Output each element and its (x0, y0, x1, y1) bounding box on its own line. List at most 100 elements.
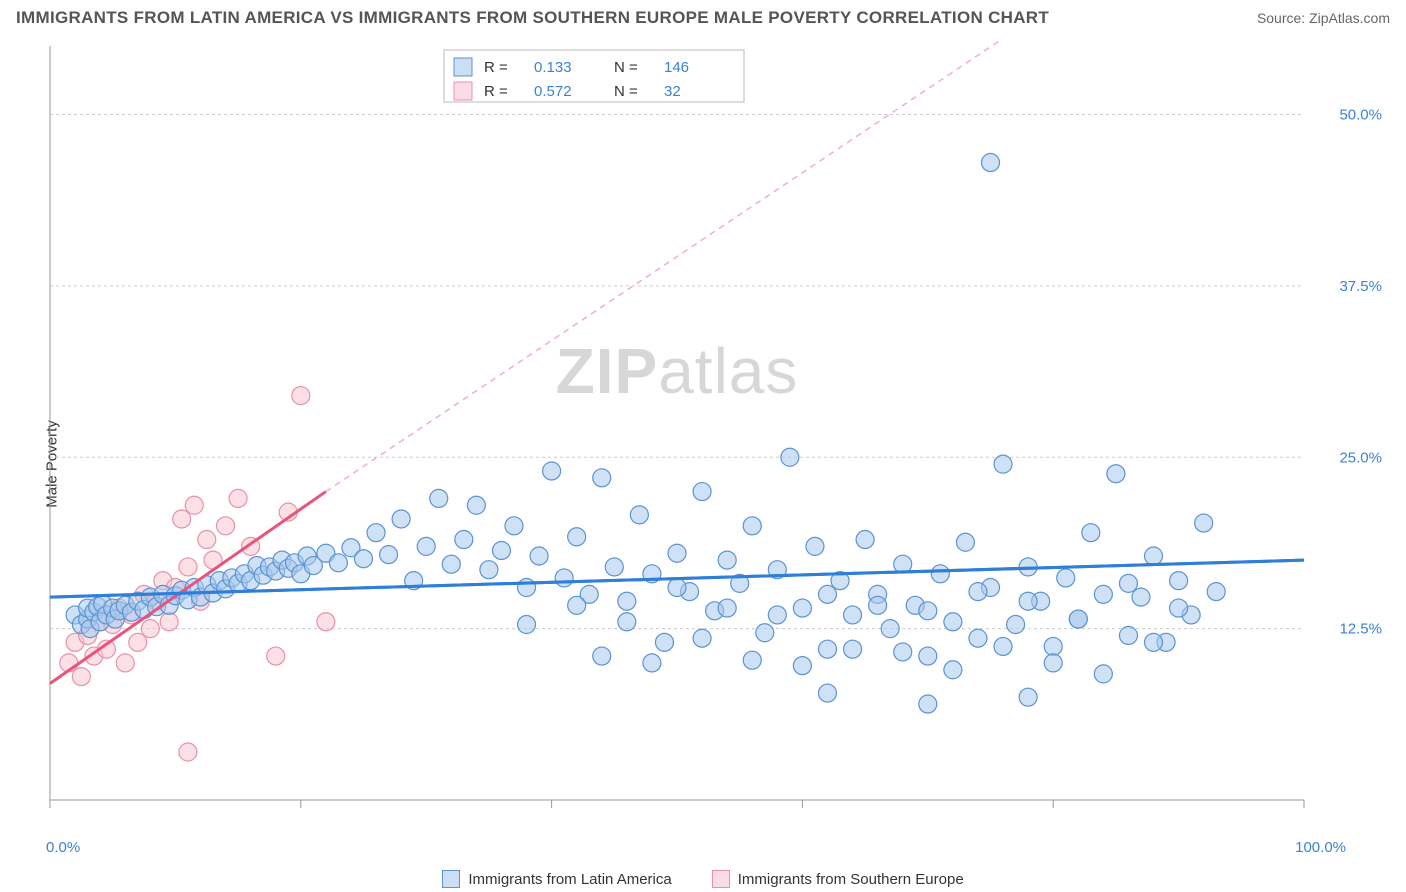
data-point-seurope (116, 654, 134, 672)
data-point-latin (367, 524, 385, 542)
data-point-latin (793, 599, 811, 617)
data-point-latin (1119, 626, 1137, 644)
data-point-seurope (267, 647, 285, 665)
data-point-latin (1145, 547, 1163, 565)
data-point-latin (743, 651, 761, 669)
data-point-latin (643, 654, 661, 672)
data-point-latin (844, 606, 862, 624)
data-point-latin (818, 585, 836, 603)
data-point-latin (818, 684, 836, 702)
data-point-latin (467, 496, 485, 514)
watermark: ZIPatlas (556, 335, 799, 407)
data-point-latin (994, 455, 1012, 473)
data-point-seurope (72, 668, 90, 686)
data-point-latin (1057, 569, 1075, 587)
data-point-latin (919, 602, 937, 620)
data-point-seurope (317, 613, 335, 631)
data-point-seurope (160, 613, 178, 631)
data-point-latin (956, 533, 974, 551)
data-point-latin (1094, 585, 1112, 603)
bottom-legend: Immigrants from Latin America Immigrants… (0, 870, 1406, 888)
y-tick-label: 25.0% (1339, 449, 1382, 466)
data-point-latin (568, 528, 586, 546)
source-label: Source: ZipAtlas.com (1257, 10, 1390, 26)
data-point-latin (1044, 637, 1062, 655)
data-point-seurope (185, 496, 203, 514)
data-point-seurope (179, 558, 197, 576)
data-point-latin (818, 640, 836, 658)
data-point-seurope (229, 489, 247, 507)
data-point-latin (430, 489, 448, 507)
data-point-latin (655, 633, 673, 651)
scatter-plot: 12.5%25.0%37.5%50.0%ZIPatlasR =0.133N =1… (44, 40, 1392, 840)
legend-label-latin: Immigrants from Latin America (468, 871, 671, 888)
data-point-latin (1145, 633, 1163, 651)
data-point-latin (969, 583, 987, 601)
stats-n-label: N = (614, 59, 638, 76)
data-point-latin (630, 506, 648, 524)
data-point-latin (1107, 465, 1125, 483)
data-point-latin (919, 695, 937, 713)
data-point-latin (618, 592, 636, 610)
data-point-latin (329, 554, 347, 572)
data-point-latin (417, 537, 435, 555)
trend-line-dash-seurope (326, 40, 1053, 492)
data-point-latin (1069, 610, 1087, 628)
data-point-latin (593, 469, 611, 487)
legend-swatch-pink (712, 870, 730, 888)
data-point-latin (994, 637, 1012, 655)
data-point-latin (693, 629, 711, 647)
data-point-latin (518, 616, 536, 634)
data-point-latin (605, 558, 623, 576)
data-point-latin (718, 551, 736, 569)
stats-r-label: R = (484, 59, 508, 76)
data-point-latin (844, 640, 862, 658)
stats-n-label: N = (614, 83, 638, 100)
data-point-latin (756, 624, 774, 642)
data-point-latin (743, 517, 761, 535)
data-point-latin (693, 483, 711, 501)
data-point-latin (793, 657, 811, 675)
data-point-latin (492, 541, 510, 559)
data-point-latin (1195, 514, 1213, 532)
data-point-latin (768, 606, 786, 624)
data-point-latin (668, 579, 686, 597)
data-point-latin (392, 510, 410, 528)
y-tick-label: 12.5% (1339, 621, 1382, 638)
data-point-seurope (217, 517, 235, 535)
stats-n-value: 146 (664, 59, 689, 76)
data-point-latin (969, 629, 987, 647)
data-point-latin (982, 154, 1000, 172)
stats-r-value: 0.572 (534, 83, 572, 100)
legend-item-seurope: Immigrants from Southern Europe (712, 870, 964, 888)
data-point-latin (505, 517, 523, 535)
data-point-latin (1132, 588, 1150, 606)
data-point-latin (718, 599, 736, 617)
data-point-latin (944, 661, 962, 679)
x-axis-max-label: 100.0% (1295, 839, 1346, 856)
data-point-latin (380, 546, 398, 564)
legend-item-latin: Immigrants from Latin America (442, 870, 671, 888)
data-point-latin (1170, 599, 1188, 617)
chart-title: IMMIGRANTS FROM LATIN AMERICA VS IMMIGRA… (16, 8, 1049, 28)
data-point-latin (355, 550, 373, 568)
x-axis-min-label: 0.0% (46, 839, 80, 856)
data-point-latin (881, 620, 899, 638)
data-point-latin (944, 613, 962, 631)
data-point-latin (593, 647, 611, 665)
stats-swatch-blue (454, 58, 472, 76)
data-point-latin (543, 462, 561, 480)
legend-swatch-blue (442, 870, 460, 888)
data-point-latin (568, 596, 586, 614)
data-point-latin (856, 531, 874, 549)
data-point-latin (455, 531, 473, 549)
data-point-seurope (173, 510, 191, 528)
data-point-latin (1044, 654, 1062, 672)
data-point-latin (618, 613, 636, 631)
data-point-latin (1007, 616, 1025, 634)
data-point-latin (894, 643, 912, 661)
data-point-latin (869, 596, 887, 614)
data-point-latin (1170, 572, 1188, 590)
data-point-latin (919, 647, 937, 665)
data-point-latin (1082, 524, 1100, 542)
